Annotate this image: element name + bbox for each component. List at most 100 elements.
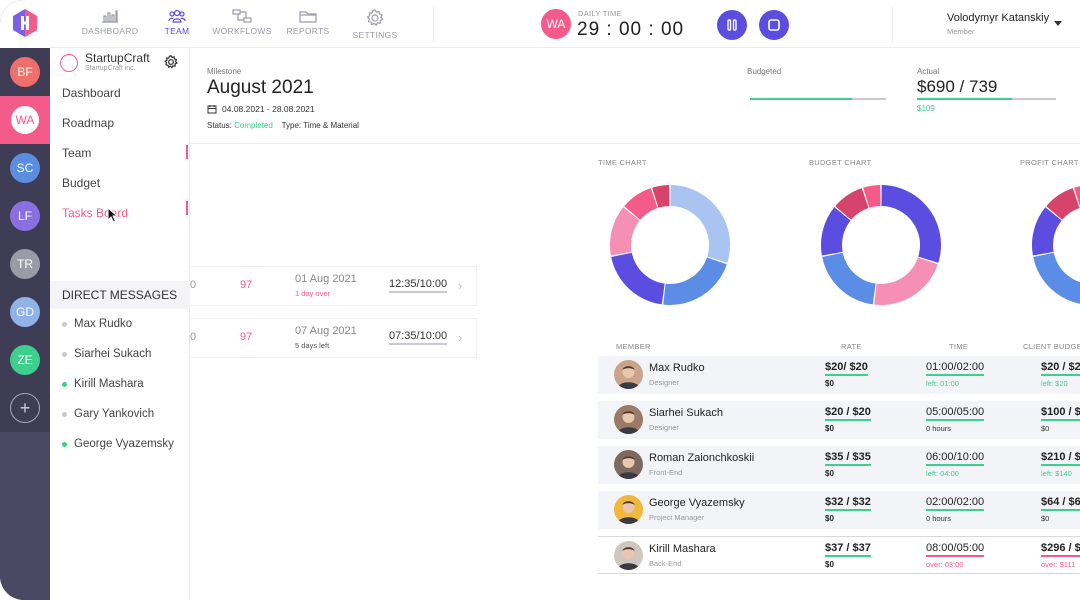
dm-name: Gary Yankovich (74, 408, 155, 420)
dm-item[interactable]: Gary Yankovich (62, 408, 154, 420)
task-value: 97 (240, 279, 253, 291)
workspace-slot[interactable]: ZE (0, 336, 50, 384)
timer-avatar[interactable]: WA (541, 9, 571, 39)
person-icon (617, 366, 640, 389)
member-client-budget: $20 / $20 (1041, 361, 1080, 376)
milestone-dates-text: 04.08.2021 - 28.08.2021 (222, 104, 315, 114)
hover-indicator (186, 201, 188, 215)
member-time: 08:00/05:00 (926, 542, 985, 557)
donut-slice[interactable] (863, 185, 881, 208)
daily-time-value: 29 : 00 : 00 (577, 19, 685, 40)
budget-chart-label: BUDGET CHART (809, 158, 872, 167)
task-status: 1 day over (295, 289, 331, 298)
workspace-rail: BF WA SC LF TR GD ZE + (0, 0, 50, 600)
nav-dashboard[interactable]: DASHBOARD (75, 9, 145, 36)
person-icon (617, 456, 640, 479)
workspace-slot[interactable]: GD (0, 288, 50, 336)
workspace-slot[interactable]: LF (0, 192, 50, 240)
member-rate-sub: $0 (825, 424, 834, 433)
donut-slice[interactable] (835, 188, 869, 220)
calendar-icon (207, 105, 217, 114)
member-role: Designer (649, 378, 680, 387)
member-time: 01:00/02:00 (926, 361, 985, 376)
avatar (614, 541, 643, 570)
org-switcher[interactable]: StartupCraft StartupCraft inc. (60, 52, 150, 73)
chevron-down-icon[interactable] (1054, 21, 1062, 26)
stop-button[interactable] (759, 10, 789, 40)
budgeted-progress (750, 98, 886, 100)
donut-slice[interactable] (874, 257, 938, 305)
nav-team[interactable]: TEAM (142, 9, 212, 36)
dm-item[interactable]: George Vyazemsky (62, 438, 174, 450)
task-time: 07:35/10:00 (389, 330, 448, 345)
org-settings-gear-icon[interactable] (164, 55, 178, 69)
donut-slice[interactable] (670, 185, 730, 263)
sidebar-item-budget[interactable]: Budget (62, 176, 101, 190)
table-row[interactable]: Max Rudko Designer $20/ $20 $0 01:00/02:00 le… (598, 356, 1080, 394)
add-workspace-button[interactable]: + (0, 384, 50, 432)
member-name: Max Rudko (649, 362, 705, 374)
donut-slice[interactable] (663, 257, 727, 305)
workspace-slot[interactable]: WA (0, 96, 50, 144)
donut-slice[interactable] (1046, 188, 1080, 220)
task-row[interactable]: 0 97 01 Aug 2021 1 day over 12:35/10:00 › (190, 266, 477, 306)
nav-reports-label: REPORTS (286, 26, 330, 36)
member-time-sub: 0 hours (926, 424, 952, 433)
donut-slice[interactable] (1033, 252, 1080, 305)
org-name: StartupCraft (85, 51, 150, 65)
donut-slice[interactable] (609, 207, 640, 256)
dm-item[interactable]: Kirill Mashara (62, 378, 144, 390)
member-rate: $20/ $20 (825, 361, 868, 376)
nav-settings[interactable]: SETTINGS (340, 9, 410, 40)
sidebar-item-roadmap[interactable]: Roadmap (62, 116, 115, 130)
table-row[interactable]: Siarhei Sukach Designer $20 / $20 $0 05:00/0… (598, 401, 1080, 439)
header-divider (190, 143, 1080, 144)
col-time: TIME (949, 342, 969, 351)
user-name[interactable]: Volodymyr Katanskiy (947, 12, 1050, 24)
bar-chart-icon (102, 10, 118, 23)
member-client-sub: $0 (1041, 424, 1050, 433)
budgeted-label: Budgeted (747, 67, 782, 76)
status-badge: Completed (234, 121, 273, 130)
actual-progress (917, 98, 1056, 100)
workspace-slot[interactable]: SC (0, 144, 50, 192)
member-time: 05:00/05:00 (926, 406, 985, 421)
member-client-sub: over: $111 (1041, 560, 1076, 569)
donut-slice[interactable] (881, 185, 941, 263)
donut-slice[interactable] (611, 252, 665, 305)
donut-slice[interactable] (652, 185, 670, 208)
app-logo-icon[interactable] (12, 8, 38, 38)
donut-slice[interactable] (624, 188, 658, 220)
folder-icon (299, 11, 317, 23)
table-row[interactable]: Kirill Mashara Back-End $37 / $37 $0 08:00/0… (598, 536, 1080, 574)
pause-button[interactable] (717, 10, 747, 40)
member-time-sub: left: 04:00 (926, 469, 959, 478)
member-time-sub: left: 01:00 (926, 379, 959, 388)
member-role: Front-End (649, 468, 683, 477)
avatar (614, 360, 643, 389)
presence-dot-icon (62, 411, 67, 417)
table-row[interactable]: Roman Zaionchkoskii Front-End $35 / $35 $0 0… (598, 446, 1080, 484)
nav-dashboard-label: DASHBOARD (81, 26, 139, 36)
dm-item[interactable]: Siarhei Sukach (62, 348, 151, 360)
chevron-right-icon[interactable]: › (458, 330, 463, 345)
team-icon (168, 9, 186, 23)
donut-slice[interactable] (822, 252, 876, 305)
chevron-right-icon[interactable]: › (458, 278, 463, 293)
member-name: George Vyazemsky (649, 497, 745, 509)
donut-slice[interactable] (1074, 185, 1080, 208)
milestone-dates: 04.08.2021 - 28.08.2021 (207, 104, 315, 114)
donut-slice[interactable] (821, 207, 851, 256)
sidebar-item-team[interactable]: Team (62, 146, 92, 160)
workspace-slot[interactable]: BF (0, 48, 50, 96)
nav-workflows[interactable]: WORKFLOWS (207, 9, 277, 36)
dm-name: Max Rudko (74, 318, 133, 330)
table-row[interactable]: George Vyazemsky Project Manager $32 / $32… (598, 491, 1080, 529)
dm-item[interactable]: Max Rudko (62, 318, 132, 330)
workspace-slot[interactable]: TR (0, 240, 50, 288)
sidebar-item-dashboard[interactable]: Dashboard (62, 86, 121, 100)
task-row[interactable]: 0 97 07 Aug 2021 5 days left 07:35/10:00 › (190, 318, 477, 358)
donut-slice[interactable] (1032, 207, 1062, 256)
nav-reports[interactable]: REPORTS (273, 9, 343, 36)
